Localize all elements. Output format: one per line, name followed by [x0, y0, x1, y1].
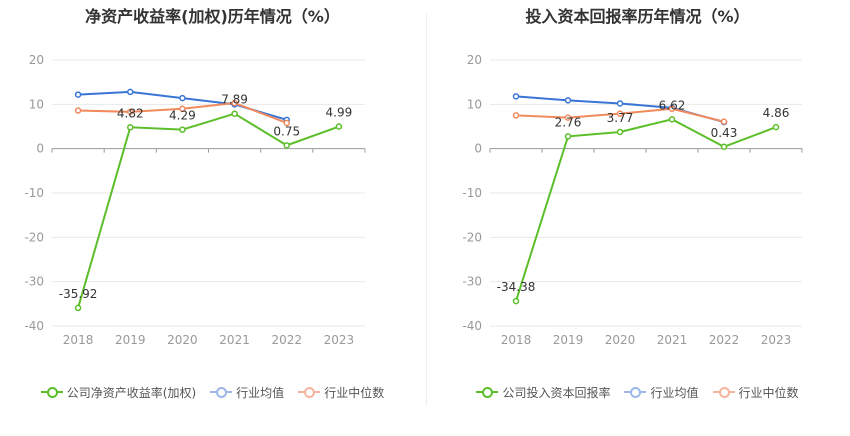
data-point-company: [231, 110, 238, 117]
data-point-industry_median: [616, 110, 624, 117]
legend-line-icon: [712, 386, 735, 398]
y-tick-label: -30: [462, 275, 482, 289]
data-label: -34.38: [497, 280, 536, 294]
data-point-industry_avg: [127, 88, 134, 96]
data-point-industry_median: [74, 107, 82, 114]
x-tick-label: 2019: [553, 333, 584, 347]
legend-label: 行业均值: [236, 385, 285, 400]
roe-chart-title: 净资产收益率(加权)历年情况（%）: [85, 7, 340, 26]
data-point-industry_median: [127, 108, 134, 116]
data-label: 2.76: [555, 115, 582, 129]
roic-chart-title: 投入资本回报率历年情况（%）: [525, 7, 750, 26]
data-point-industry_median: [564, 114, 572, 121]
roe-chart-panel: 净资产收益率(加权)历年情况（%） 20 10 0 -10 -20 -30 -40 2018 2…: [0, 7, 425, 402]
legend-item-industry-avg[interactable]: 行业均值: [624, 384, 699, 401]
data-point-company: [127, 124, 134, 131]
data-point-company: [335, 123, 343, 130]
x-tick-label: 2020: [167, 333, 198, 347]
data-point-industry_median: [668, 105, 676, 113]
legend-item-industry-median[interactable]: 行业中位数: [712, 384, 799, 401]
y-tick-label: 20: [29, 53, 44, 67]
data-point-industry_median: [512, 112, 520, 119]
roe-chart-plot: 20 10 0 -10 -20 -30 -40 2018 2019 2020 2021 2022 202…: [24, 53, 366, 347]
roic-chart-legend: 公司投入资本回报率 行业均值 行业中位数: [425, 382, 850, 402]
x-tick-label: 2021: [219, 333, 250, 347]
data-point-industry_median: [231, 99, 238, 107]
legend-label: 公司净资产收益率(加权): [66, 385, 197, 400]
data-label: 4.29: [169, 109, 196, 123]
x-tick-label: 2023: [761, 333, 792, 347]
roe-chart-legend: 公司净资产收益率(加权) 行业均值 行业中位数: [0, 382, 425, 402]
x-tick-label: 2018: [501, 333, 532, 347]
legend-item-company-roic[interactable]: 公司投入资本回报率: [476, 384, 610, 401]
data-label: 4.99: [326, 106, 353, 120]
y-tick-label: -40: [24, 319, 44, 333]
legend-line-icon: [624, 386, 647, 398]
y-tick-label: -10: [24, 186, 44, 200]
roic-chart-panel: 投入资本回报率历年情况（%） 20 10 0 -10 -20 -30 -40 2018 2019…: [425, 0, 850, 436]
data-point-industry_avg: [616, 100, 624, 107]
y-tick-label: 20: [467, 53, 482, 67]
data-point-industry_avg: [512, 93, 520, 100]
x-tick-label: 2022: [709, 333, 740, 347]
data-point-company: [179, 126, 186, 133]
roic-chart-plot: 20 10 0 -10 -20 -30 -40 2018 2019 2020 2021 2022 202…: [462, 53, 803, 347]
legend-line-icon: [210, 386, 233, 398]
data-label: 7.89: [221, 93, 248, 107]
legend-label: 行业中位数: [738, 385, 799, 400]
data-label: 3.77: [607, 111, 634, 125]
legend-label: 公司投入资本回报率: [502, 385, 611, 400]
y-tick-label: -10: [462, 186, 482, 200]
data-point-company: [74, 304, 82, 312]
series-line-company: [515, 118, 777, 302]
x-tick-label: 2022: [271, 333, 302, 347]
data-point-company: [564, 133, 572, 140]
x-tick-label: 2021: [657, 333, 688, 347]
series-line-company: [77, 112, 340, 309]
y-tick-label: -20: [24, 230, 44, 244]
data-label: 0.75: [273, 124, 300, 138]
data-point-company: [283, 142, 290, 149]
y-tick-label: -20: [462, 230, 482, 244]
y-tick-label: 10: [29, 97, 44, 111]
legend-item-industry-median[interactable]: 行业中位数: [298, 384, 384, 401]
y-tick-label: 0: [36, 142, 44, 156]
data-point-company: [512, 297, 520, 305]
data-point-industry_median: [179, 105, 186, 113]
y-tick-label: 10: [467, 97, 482, 111]
data-point-industry_avg: [74, 91, 82, 98]
data-label: 6.62: [659, 98, 686, 112]
data-point-industry_avg: [179, 94, 186, 102]
data-label: 4.82: [117, 106, 144, 120]
legend-item-company-roe[interactable]: 公司净资产收益率(加权): [40, 384, 197, 401]
panel-divider: [426, 14, 427, 406]
x-tick-label: 2019: [115, 333, 146, 347]
data-point-industry_median: [720, 118, 728, 125]
data-label: 4.86: [763, 106, 790, 120]
legend-line-icon: [476, 386, 499, 398]
y-tick-label: 0: [474, 142, 482, 156]
y-tick-label: -40: [462, 319, 482, 333]
data-point-company: [720, 143, 728, 151]
legend-item-industry-avg[interactable]: 行业均值: [210, 384, 284, 401]
legend-line-icon: [298, 386, 321, 398]
legend-line-icon: [40, 386, 63, 398]
x-tick-label: 2018: [63, 333, 94, 347]
data-label: -35.92: [59, 287, 98, 301]
x-tick-label: 2023: [324, 333, 355, 347]
data-point-company: [616, 128, 624, 136]
data-point-company: [668, 116, 676, 123]
x-tick-label: 2020: [605, 333, 636, 347]
data-label: 0.43: [711, 126, 738, 140]
data-point-company: [772, 123, 780, 131]
legend-label: 行业中位数: [324, 385, 385, 400]
y-tick-label: -30: [24, 275, 44, 289]
data-point-industry_avg: [564, 97, 572, 104]
data-point-industry_median: [283, 119, 290, 127]
legend-label: 行业均值: [650, 385, 699, 400]
